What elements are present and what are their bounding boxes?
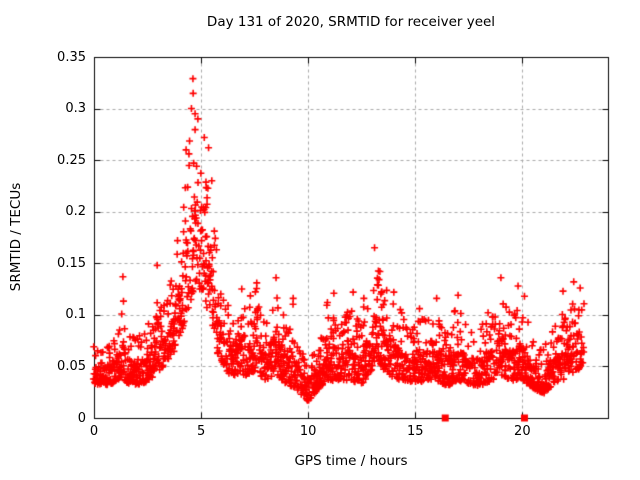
- plot-canvas: [0, 0, 640, 480]
- chart-figure: Day 131 of 2020, SRMTID for receiver yee…: [0, 0, 640, 480]
